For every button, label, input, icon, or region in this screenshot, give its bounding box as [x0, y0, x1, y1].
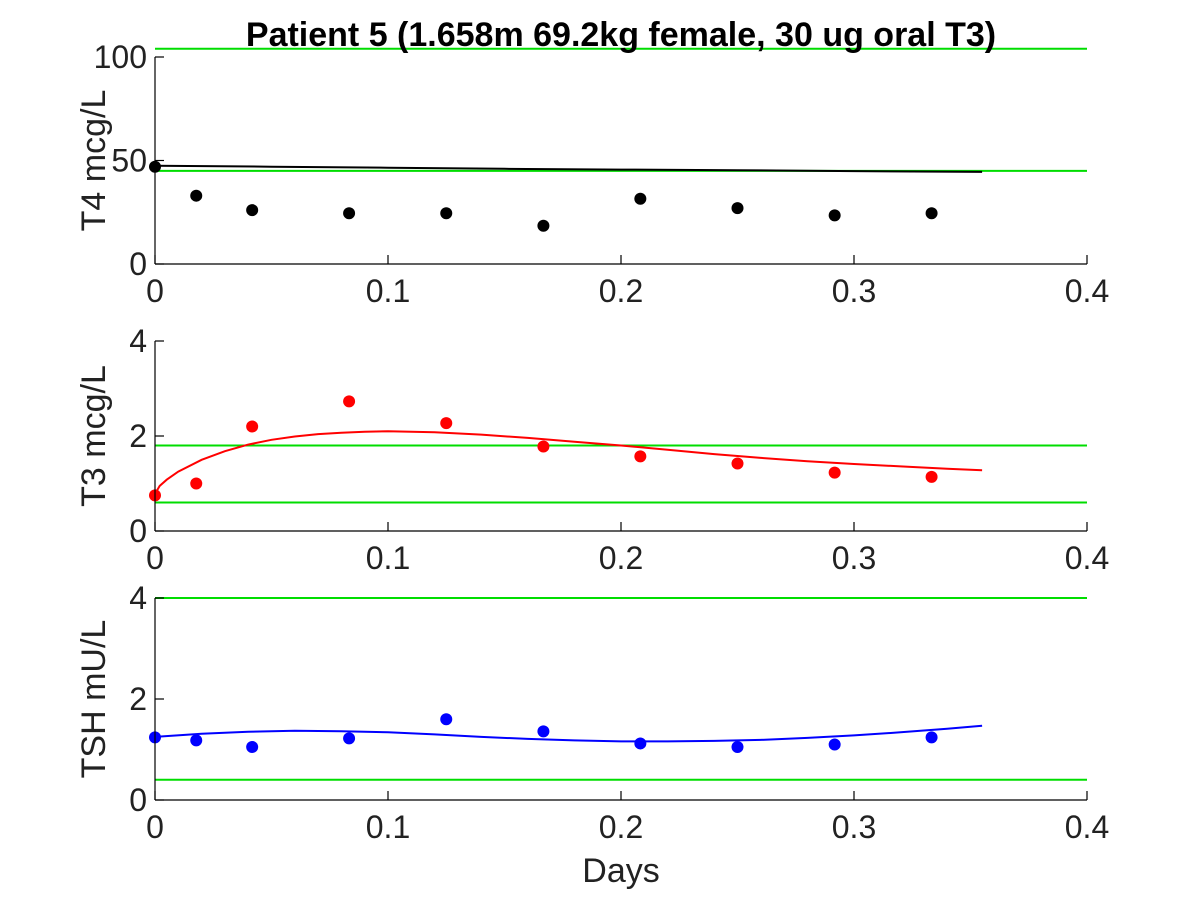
panel-2: 0 0.1 0.2 0.3 0.4 0 2 4 T3 mcg/L [75, 323, 1109, 576]
y-tick-label: 4 [129, 323, 147, 359]
data-point [343, 395, 356, 408]
data-point [440, 417, 453, 430]
y-axis-label: T4 mcg/L [75, 90, 113, 232]
chart-title: Patient 5 (1.658m 69.2kg female, 30 ug o… [246, 16, 996, 54]
data-point [190, 734, 203, 747]
y-axis-label: T3 mcg/L [75, 365, 113, 507]
data-point [190, 189, 203, 202]
data-point [440, 207, 453, 220]
x-tick-label: 0.3 [832, 540, 876, 576]
x-tick-label: 0.4 [1065, 809, 1109, 845]
x-tick-label: 0.2 [599, 540, 643, 576]
data-point [731, 202, 744, 215]
data-point [246, 740, 259, 753]
model-curve [154, 724, 983, 743]
x-tick-label: 0 [146, 809, 164, 845]
data-point [828, 738, 841, 751]
y-tick-label: 0 [129, 513, 147, 549]
data-point [343, 732, 356, 745]
x-tick-label: 0.2 [599, 273, 643, 309]
data-point [246, 420, 259, 433]
y-tick-label: 0 [129, 782, 147, 818]
data-point [634, 737, 647, 750]
x-tick-label: 0.3 [832, 273, 876, 309]
data-point [634, 450, 647, 463]
x-axis-label: Days [582, 852, 659, 890]
y-tick-label: 50 [111, 143, 147, 179]
y-tick-label: 0 [129, 246, 147, 282]
data-point [731, 740, 744, 753]
panel-1: 0 0.1 0.2 0.3 0.4 0 50 100 T4 mcg/L Patient 5 (1.… [75, 16, 1109, 309]
data-point [246, 204, 259, 217]
data-point [537, 725, 550, 738]
y-tick-label: 2 [129, 681, 147, 717]
data-point [828, 466, 841, 479]
data-point [440, 713, 453, 726]
x-tick-label: 0 [146, 273, 164, 309]
data-point [925, 207, 938, 220]
data-point [537, 219, 550, 232]
y-axis-label: TSH mU/L [75, 620, 113, 779]
x-tick-label: 0.4 [1065, 540, 1109, 576]
data-point [343, 207, 356, 220]
data-point [190, 477, 203, 490]
data-point [828, 209, 841, 222]
x-tick-label: 0.3 [832, 809, 876, 845]
data-point [925, 731, 938, 744]
x-tick-label: 0.1 [366, 540, 410, 576]
y-tick-label: 100 [94, 39, 147, 75]
y-tick-label: 4 [129, 580, 147, 616]
x-tick-label: 0.1 [366, 273, 410, 309]
model-curve [154, 430, 983, 495]
y-tick-label: 2 [129, 418, 147, 454]
data-point [634, 192, 647, 205]
x-tick-label: 0.2 [599, 809, 643, 845]
data-point [925, 470, 938, 483]
data-point [537, 440, 550, 453]
x-tick-label: 0 [146, 540, 164, 576]
panel-3: 0 0.1 0.2 0.3 0.4 0 2 4 TSH mU/L Days [75, 580, 1109, 890]
x-tick-label: 0.1 [366, 809, 410, 845]
x-tick-label: 0.4 [1065, 273, 1109, 309]
model-curve [154, 164, 983, 173]
data-point [731, 457, 744, 470]
